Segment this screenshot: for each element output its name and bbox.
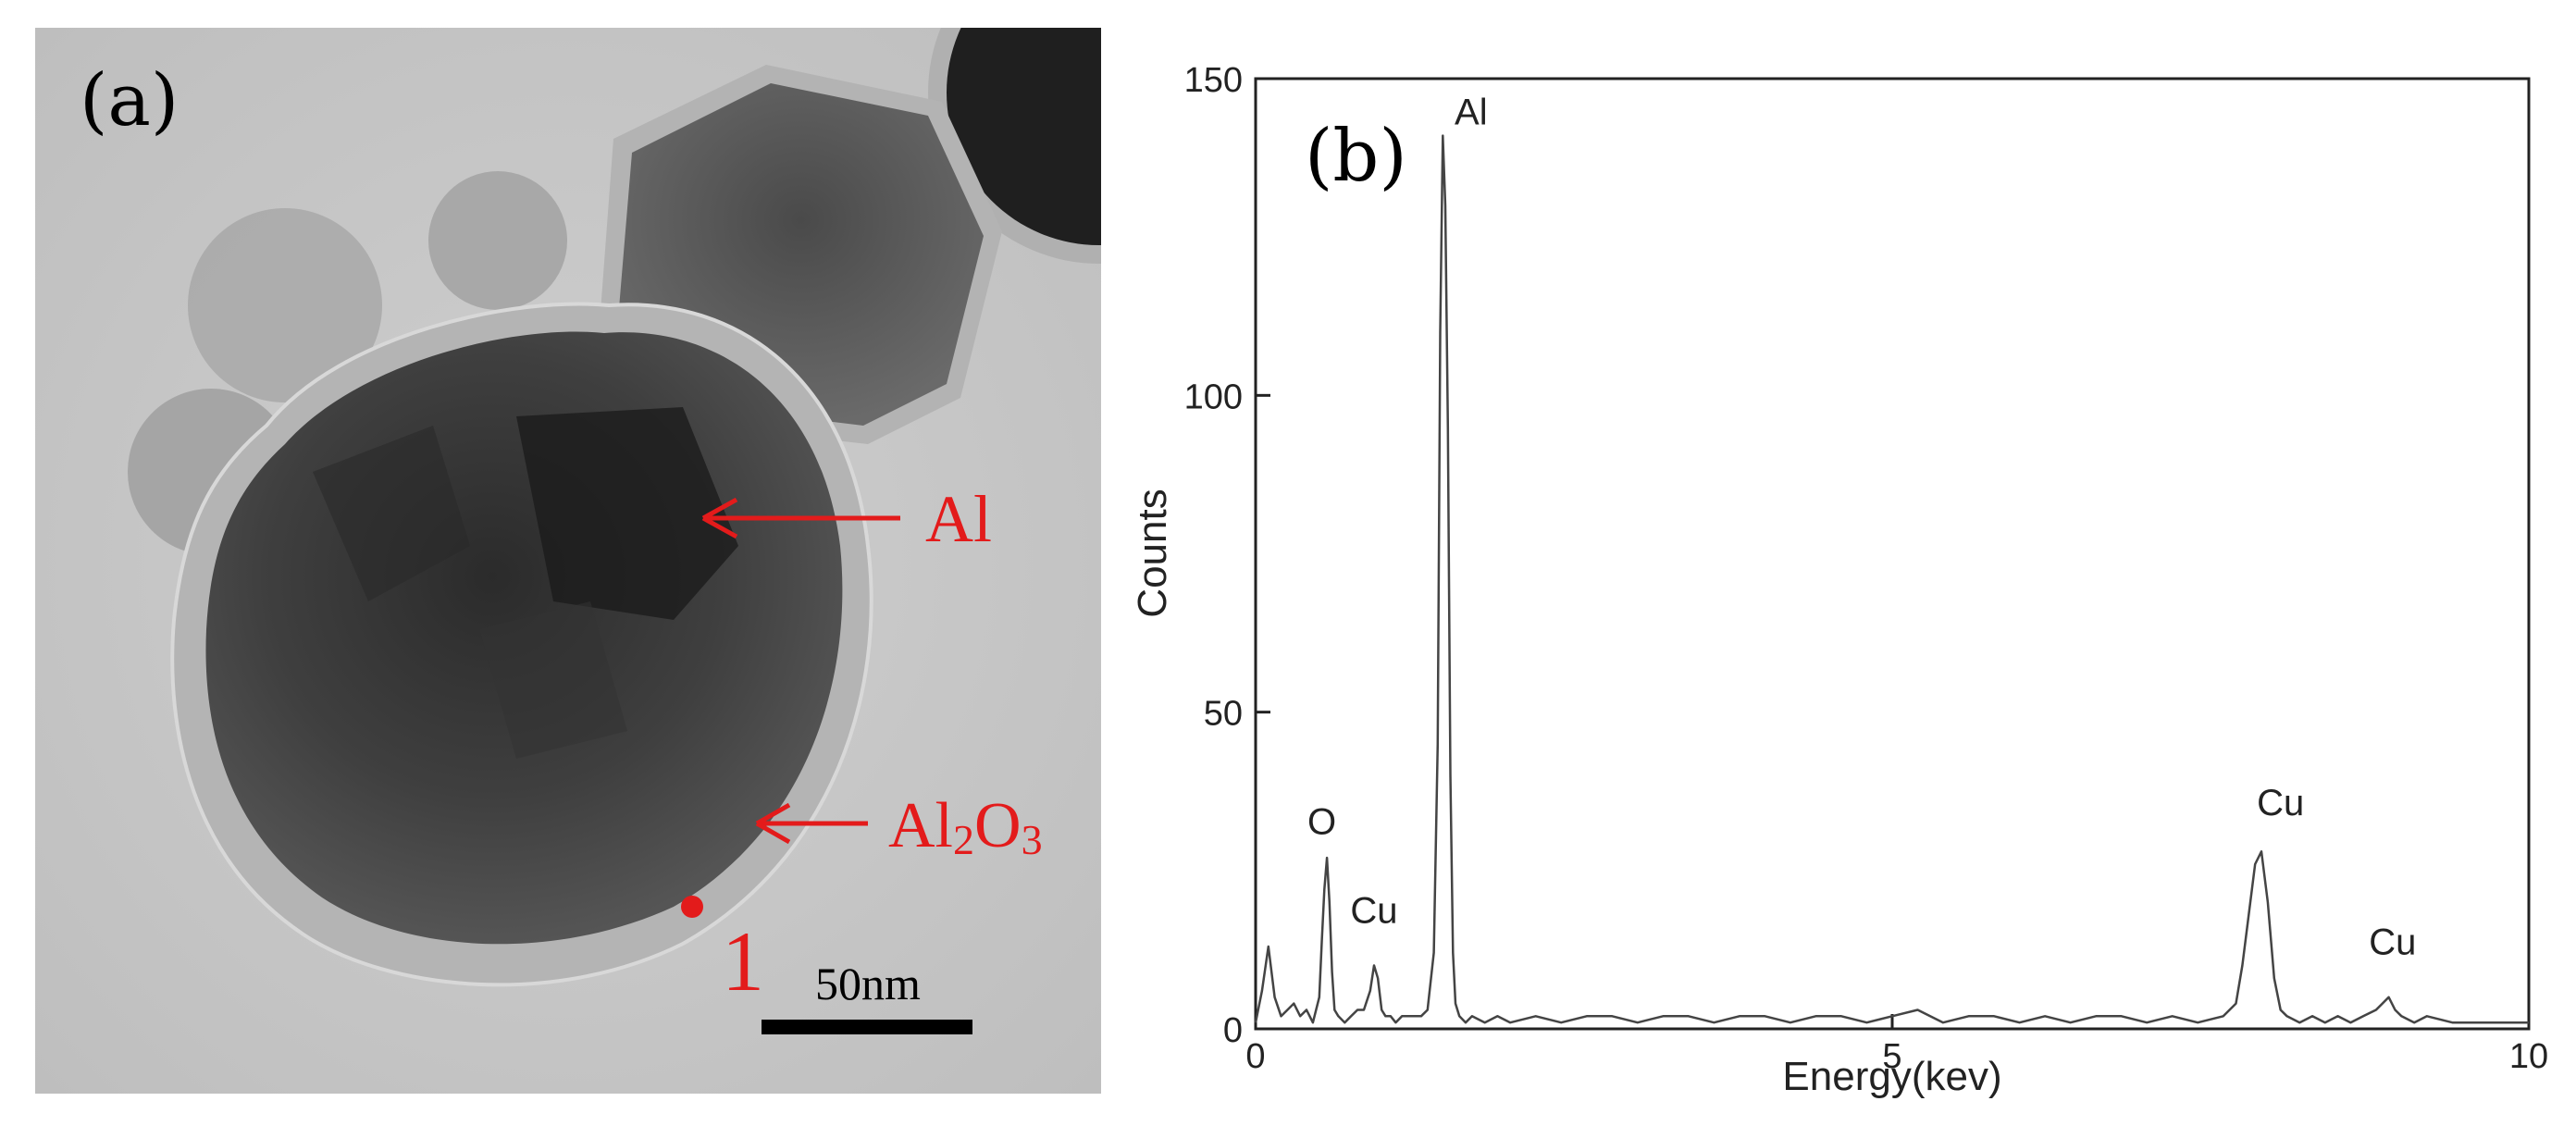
panel-b-label: (b)	[1305, 115, 1407, 198]
y-tick-label-2: 100	[1184, 377, 1243, 416]
point-1-label: 1	[722, 914, 764, 1008]
eds-spectrum-chart: 0 50 100 150 0 5 10 Al O Cu Cu Cu (b) Energy(kev) C…	[1130, 61, 2548, 1099]
grain-dark-2	[313, 426, 470, 601]
al2o3-annotation: Al2O3	[888, 790, 1043, 863]
scale-bar-label: 50nm	[815, 958, 921, 1009]
x-tick-label-2: 10	[2509, 1037, 2548, 1076]
x-tick-label-1: 5	[1882, 1037, 1901, 1076]
y-tick-label-1: 50	[1204, 695, 1243, 734]
point-1-marker	[681, 896, 703, 918]
y-tick-label-0: 0	[1223, 1011, 1243, 1050]
peak-label-cu-4: Cu	[2369, 922, 2416, 963]
x-axis-label: Energy(kev)	[1782, 1054, 2001, 1099]
particle-faint-1	[188, 208, 382, 402]
al-annotation: Al	[925, 482, 992, 556]
peak-label-cu-3: Cu	[2257, 783, 2304, 823]
al2o3-arrow-head	[755, 802, 791, 845]
particle-faint-2	[428, 171, 567, 310]
peak-label-o-1: O	[1307, 801, 1336, 842]
grain-dark-3	[479, 601, 627, 759]
tem-image-panel: (a) Al Al2O3 1 50nm	[35, 0, 1270, 1094]
al-arrow-head	[701, 497, 738, 539]
peak-label-cu-2: Cu	[1350, 890, 1397, 931]
y-axis-label: Counts	[1130, 489, 1175, 617]
grain-dark-1	[516, 407, 738, 620]
x-tick-label-0: 0	[1245, 1037, 1265, 1076]
y-tick-label-3: 150	[1184, 61, 1243, 100]
panel-a-label: (a)	[80, 59, 179, 142]
spectrum-line-0	[1254, 134, 2529, 1024]
scale-bar	[762, 1020, 972, 1034]
peak-label-al-0: Al	[1455, 93, 1488, 133]
tem-micrograph: (a) Al Al2O3 1 50nm	[35, 0, 1270, 1094]
eds-spectrum-panel: 0 50 100 150 0 5 10 Al O Cu Cu Cu (b) Energy(kev) C…	[1129, 37, 2554, 1101]
